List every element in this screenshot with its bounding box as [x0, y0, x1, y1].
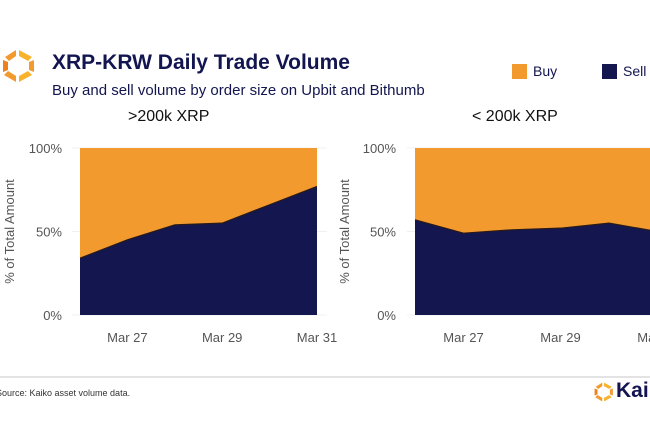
x-tick-label: Mar 29 [540, 330, 580, 345]
y-tick-label: 100% [29, 141, 63, 156]
y-tick-label: 0% [43, 308, 62, 323]
y-tick-label: 50% [370, 225, 396, 240]
panel-title-large: >200k XRP [128, 108, 210, 125]
y-tick-label: 50% [36, 225, 62, 240]
footer-logo-text: Kaiko [616, 379, 650, 402]
y-axis-title: % of Total Amount [2, 179, 17, 284]
y-tick-label: 0% [377, 308, 396, 323]
x-tick-label: Mar 27 [443, 330, 483, 345]
kaiko-logo-icon [3, 50, 34, 82]
chart-title: XRP-KRW Daily Trade Volume [52, 51, 350, 74]
chart-subtitle: Buy and sell volume by order size on Upb… [52, 82, 425, 99]
x-tick-label: Mar 29 [202, 330, 242, 345]
sell-buy-boundary-line [79, 185, 318, 259]
area-buy-1 [415, 148, 650, 234]
sell-buy-boundary-line [414, 219, 650, 234]
area-buy-0 [80, 148, 317, 259]
legend-swatch-sell [602, 64, 617, 79]
legend-swatch-buy [512, 64, 527, 79]
y-tick-label: 100% [363, 141, 397, 156]
y-axis-title: % of Total Amount [337, 179, 352, 284]
legend-label-sell: Sell [623, 63, 647, 79]
footer-logo-icon [594, 382, 613, 402]
area-sell-1 [415, 219, 650, 315]
panel-title-small: < 200k XRP [472, 108, 558, 125]
footer-divider [0, 376, 650, 378]
x-tick-label: Mar 31 [297, 330, 337, 345]
area-sell-0 [80, 186, 317, 315]
source-note: Source: Kaiko asset volume data. [0, 388, 131, 398]
x-tick-label: Mar 27 [107, 330, 147, 345]
legend-label-buy: Buy [533, 63, 558, 79]
x-tick-label: Mar 31 [637, 330, 650, 345]
